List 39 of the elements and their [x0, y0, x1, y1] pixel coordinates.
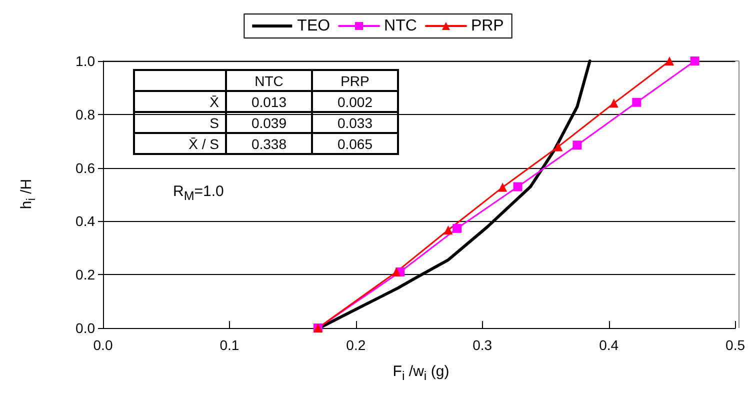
- point: [498, 182, 508, 192]
- y-tick-label: 0.6: [76, 160, 96, 176]
- annotation: R$_{M}$=1.0: [173, 183, 224, 203]
- legend-label: NTC: [384, 18, 417, 34]
- annotation: 0.002: [312, 91, 398, 112]
- legend-label: PRP: [470, 18, 504, 34]
- annotation: 0.033: [312, 112, 398, 133]
- point: [444, 226, 453, 235]
- x-axis-title: F$_{i}$ /w$_{i}$ (g): [392, 363, 450, 383]
- annotation: S: [134, 112, 226, 133]
- annotation: 0.039: [226, 112, 312, 133]
- annotation: 0.338: [226, 133, 312, 154]
- annotation: PRP: [312, 70, 398, 91]
- annotation: X̄ / S: [134, 133, 226, 154]
- x-tick-label: 0.0: [93, 337, 113, 353]
- annotation: NTC: [226, 70, 312, 91]
- point: [609, 98, 618, 108]
- annotation: 0.013: [226, 91, 312, 112]
- y-tick-label: 0.4: [76, 213, 96, 230]
- annotation: 0.065: [312, 133, 398, 154]
- point: [572, 140, 582, 150]
- x-tick-label: 0.4: [599, 337, 619, 353]
- x-tick-label: 0.1: [220, 337, 240, 353]
- point: [665, 56, 674, 66]
- y-tick-label: 0.0: [76, 320, 96, 336]
- y-tick-label: 0.8: [76, 106, 96, 122]
- annotation: X̄: [134, 91, 226, 112]
- legend-label: TEO: [297, 18, 330, 34]
- x-tick-label: 0.3: [472, 337, 492, 353]
- point: [632, 98, 642, 107]
- point: [513, 182, 522, 192]
- point: [554, 142, 563, 152]
- y-tick-label: 1.0: [76, 53, 96, 69]
- point: [690, 56, 700, 66]
- point: [452, 224, 462, 233]
- point: [392, 267, 401, 276]
- x-tick-label: 0.2: [346, 337, 366, 353]
- y-tick-label: 0.2: [76, 266, 96, 283]
- x-tick-label: 0.5: [726, 337, 746, 353]
